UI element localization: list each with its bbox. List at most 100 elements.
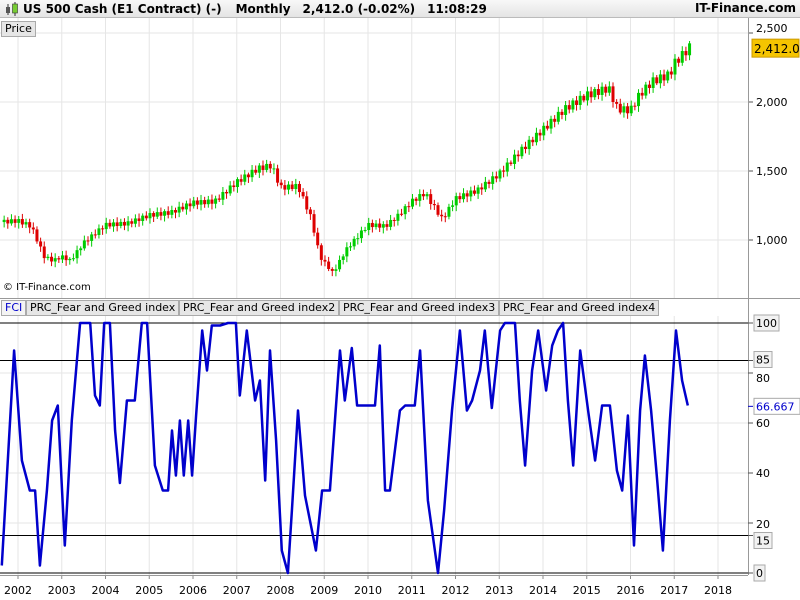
x-tick-label: 2006 xyxy=(179,584,207,597)
price-axis-label: 2,500 xyxy=(756,22,788,35)
candle-down xyxy=(516,154,520,157)
candle-up xyxy=(381,224,385,228)
candle-up xyxy=(637,92,641,107)
candle-down xyxy=(144,215,148,219)
candle-down xyxy=(443,216,447,218)
candle-down xyxy=(217,198,221,200)
candle-down xyxy=(50,256,54,262)
candle-down xyxy=(662,74,666,81)
candle-up xyxy=(505,162,509,172)
candle-up xyxy=(418,194,422,201)
copyright: © IT-Finance.com xyxy=(3,282,91,293)
clock: 11:08:29 xyxy=(427,1,487,16)
candle-up xyxy=(527,139,531,150)
candle-down xyxy=(440,214,444,217)
candle-up xyxy=(447,206,451,217)
candle-up xyxy=(177,206,181,213)
candle-down xyxy=(494,176,498,179)
candle-down xyxy=(203,200,207,205)
candle-down xyxy=(582,95,586,101)
candle-down xyxy=(195,200,199,205)
tab-indicator-3[interactable]: PRC_Fear and Greed index3 xyxy=(339,300,500,316)
tab-indicator-4[interactable]: PRC_Fear and Greed index4 xyxy=(499,300,660,316)
candle-up xyxy=(46,256,50,259)
candle-up xyxy=(403,206,407,215)
candle-down xyxy=(618,103,622,113)
tab-indicator-0[interactable]: FCI xyxy=(1,300,27,316)
candle-up xyxy=(214,198,218,204)
x-tick-label: 2013 xyxy=(485,584,513,597)
candle-up xyxy=(644,84,648,96)
x-tick-label: 2011 xyxy=(398,584,426,597)
candle-down xyxy=(13,219,17,223)
candle-up xyxy=(287,184,291,190)
indicator-plot-area xyxy=(0,316,748,575)
tab-indicator-1[interactable]: PRC_Fear and Greed index xyxy=(26,300,180,316)
tab-price[interactable]: Price xyxy=(1,21,36,37)
last-price: 2,412.0 (-0.02%) xyxy=(302,1,416,16)
candle-down xyxy=(39,241,43,247)
candle-down xyxy=(57,258,61,260)
candle-down xyxy=(31,227,35,230)
candle-down xyxy=(684,51,688,56)
candle-down xyxy=(524,146,527,150)
candle-down xyxy=(239,179,243,182)
x-tick-label: 2018 xyxy=(704,584,732,597)
candle-up xyxy=(250,169,254,178)
candle-down xyxy=(567,105,571,110)
x-tick-label: 2012 xyxy=(442,584,470,597)
tab-indicator-2[interactable]: PRC_Fear and Greed index2 xyxy=(179,300,340,316)
candle-up xyxy=(367,222,371,230)
candle-down xyxy=(545,125,549,129)
candle-down xyxy=(115,222,119,227)
candle-down xyxy=(246,174,250,178)
candle-down xyxy=(400,213,404,215)
candle-down xyxy=(392,219,396,221)
candle-down xyxy=(122,221,126,226)
x-tick-label: 2005 xyxy=(135,584,163,597)
candle-up xyxy=(571,100,575,110)
candle-up xyxy=(79,248,83,251)
candle-up xyxy=(243,174,247,182)
candle-up xyxy=(462,193,466,200)
candle-down xyxy=(254,169,258,173)
candle-up xyxy=(53,258,57,262)
candle-down xyxy=(268,163,272,169)
candle-down xyxy=(108,222,112,227)
candle-down xyxy=(188,203,192,207)
candle-down xyxy=(414,198,418,201)
candle-up xyxy=(622,106,626,113)
x-tick-label: 2009 xyxy=(310,584,338,597)
candle-up xyxy=(425,194,429,197)
level-badge xyxy=(753,532,773,549)
candle-up xyxy=(17,219,21,223)
candle-up xyxy=(75,250,79,259)
candle-down xyxy=(458,196,462,200)
fci-line xyxy=(0,321,690,575)
candle-up xyxy=(658,74,662,84)
candle-up xyxy=(338,259,342,270)
candle-up xyxy=(170,210,174,215)
candle-down xyxy=(640,92,644,96)
price-axis-label: 1,500 xyxy=(756,165,788,178)
candle-down xyxy=(316,232,320,246)
candle-up xyxy=(272,168,276,170)
indicator-axis-label: 40 xyxy=(756,467,770,480)
candle-up xyxy=(60,255,64,260)
candle-up xyxy=(629,105,633,114)
candle-up xyxy=(68,258,72,261)
candle-up xyxy=(228,185,232,194)
candle-up xyxy=(199,200,203,205)
candle-up xyxy=(520,146,524,157)
title-bar: US 500 Cash (E1 Contract) (-) Monthly 2,… xyxy=(0,0,800,18)
candle-down xyxy=(35,229,39,242)
candle-up xyxy=(469,190,473,197)
candle-up xyxy=(163,211,167,216)
period[interactable]: Monthly xyxy=(235,1,291,16)
candle-down xyxy=(101,228,105,230)
candle-up xyxy=(556,111,560,122)
current-value-badge xyxy=(753,397,800,415)
candle-up xyxy=(265,163,269,170)
candle-up xyxy=(680,51,684,63)
